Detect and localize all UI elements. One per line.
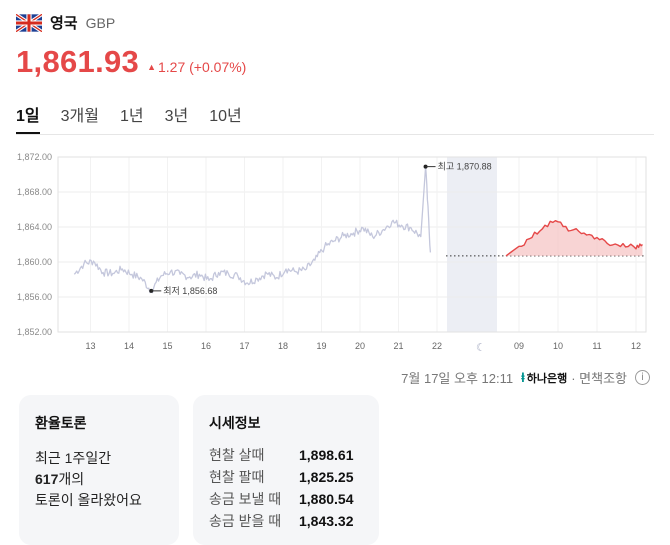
currency-header: 영국 GBP bbox=[16, 12, 115, 33]
rate-label: 현찰 살때 bbox=[209, 447, 265, 463]
x-tick-label: 17 bbox=[239, 341, 249, 351]
currency-code: GBP bbox=[85, 14, 116, 31]
x-tick-label: 13 bbox=[85, 341, 95, 351]
rate-row: 송금 보낼 때 1,880.54 bbox=[209, 488, 379, 510]
x-tick-label: 15 bbox=[162, 341, 172, 351]
rate-value: 1,843.32 bbox=[299, 513, 354, 529]
discussion-line2: 617개의 bbox=[35, 469, 179, 490]
rate-row: 송금 받을 때 1,843.32 bbox=[209, 510, 379, 532]
discussion-line3: 토론이 올라왔어요 bbox=[35, 492, 142, 508]
timestamp: 7월 17일 오후 12:11 bbox=[401, 371, 514, 386]
hana-bank-icon: ⱡ bbox=[521, 370, 525, 385]
tab-1d[interactable]: 1일 bbox=[16, 100, 40, 134]
today-series-line bbox=[505, 219, 643, 257]
discussion-title: 환율토론 bbox=[35, 415, 87, 431]
rate-label: 현찰 팔때 bbox=[209, 469, 265, 485]
tab-10y[interactable]: 10년 bbox=[209, 108, 242, 125]
period-tabs: 1일 3개월 1년 3년 10년 bbox=[16, 100, 654, 135]
x-tick-label: 19 bbox=[316, 341, 326, 351]
tab-1y[interactable]: 1년 bbox=[119, 108, 144, 125]
rate-row: 현찰 살때 1,898.61 bbox=[209, 444, 379, 466]
y-tick-label: 1,868.00 bbox=[17, 187, 52, 197]
x-axis-ticks: 13 14 15 16 17 18 19 20 21 22 09 10 11 12 bbox=[85, 341, 641, 351]
x-tick-label: 16 bbox=[201, 341, 211, 351]
x-tick-label: 12 bbox=[631, 341, 641, 351]
discussion-card[interactable]: 환율토론 최근 1주일간 617개의 토론이 올라왔어요 bbox=[19, 395, 179, 545]
country-name: 영국 bbox=[50, 15, 78, 32]
x-tick-label: 09 bbox=[514, 341, 524, 351]
y-tick-label: 1,872.00 bbox=[17, 152, 52, 162]
rates-list: 현찰 살때 1,898.61 현찰 팔때 1,825.25 송금 보낼 때 1,880… bbox=[209, 444, 379, 532]
quote-row: 1,861.93 ▲ 1.27 (+0.07%) bbox=[16, 44, 246, 80]
y-tick-label: 1,856.00 bbox=[17, 292, 52, 302]
low-annotation: 최저 1,856.68 bbox=[149, 286, 217, 296]
uk-flag-icon bbox=[16, 13, 42, 32]
x-tick-label: 22 bbox=[432, 341, 442, 351]
exchange-rate-chart[interactable]: 1,872.00 1,868.00 1,864.00 1,860.00 1,856.00… bbox=[0, 142, 670, 360]
price-change: ▲ 1.27 (+0.07%) bbox=[147, 59, 246, 75]
y-axis-ticks: 1,872.00 1,868.00 1,864.00 1,860.00 1,856.00… bbox=[17, 152, 52, 337]
rate-label: 송금 받을 때 bbox=[209, 513, 282, 529]
high-label: 최고 1,870.88 bbox=[438, 162, 492, 172]
tab-3m[interactable]: 3개월 bbox=[60, 108, 99, 125]
high-annotation: 최고 1,870.88 bbox=[423, 162, 492, 172]
chart-grid bbox=[57, 156, 647, 333]
up-triangle-icon: ▲ bbox=[147, 62, 156, 72]
x-tick-label: 21 bbox=[393, 341, 403, 351]
rate-value: 1,898.61 bbox=[299, 447, 354, 463]
y-tick-label: 1,864.00 bbox=[17, 222, 52, 232]
info-icon[interactable]: i bbox=[635, 370, 650, 385]
rate-row: 현찰 팔때 1,825.25 bbox=[209, 466, 379, 488]
discussion-body: 최근 1주일간 617개의 토론이 올라왔어요 bbox=[35, 448, 179, 511]
x-tick-label: 18 bbox=[278, 341, 288, 351]
chart-footer: 7월 17일 오후 12:11 ⱡ 하나은행 · 면책조항 i bbox=[401, 368, 650, 387]
current-price: 1,861.93 bbox=[16, 44, 140, 79]
x-tick-label: 20 bbox=[355, 341, 365, 351]
x-tick-label: 14 bbox=[124, 341, 134, 351]
rate-value: 1,825.25 bbox=[299, 469, 354, 485]
x-tick-label: 10 bbox=[553, 341, 563, 351]
low-label: 최저 1,856.68 bbox=[163, 286, 217, 296]
history-series-line bbox=[73, 165, 432, 294]
x-tick-label: 11 bbox=[592, 341, 601, 351]
rate-label: 송금 보낼 때 bbox=[209, 491, 282, 507]
discussion-count: 617 bbox=[35, 471, 59, 487]
discussion-count-suffix: 개의 bbox=[58, 471, 85, 487]
price-change-value: 1.27 (+0.07%) bbox=[158, 59, 247, 75]
y-tick-label: 1,852.00 bbox=[17, 327, 52, 337]
chart-border bbox=[57, 156, 647, 333]
disclaimer-link[interactable]: · 면책조항 bbox=[571, 371, 627, 386]
bank-source: ⱡ 하나은행 bbox=[521, 370, 567, 386]
tab-3y[interactable]: 3년 bbox=[164, 108, 189, 125]
rates-card: 시세정보 현찰 살때 1,898.61 현찰 팔때 1,825.25 송금 보낼 때… bbox=[193, 395, 379, 545]
today-series-area bbox=[506, 220, 643, 256]
rate-value: 1,880.54 bbox=[299, 491, 354, 507]
rates-title: 시세정보 bbox=[209, 415, 261, 431]
moon-icon: ☾ bbox=[476, 341, 486, 354]
y-tick-label: 1,860.00 bbox=[17, 257, 52, 267]
discussion-line1: 최근 1주일간 bbox=[35, 450, 112, 466]
night-band bbox=[447, 157, 497, 332]
bank-name: 하나은행 bbox=[526, 372, 568, 385]
